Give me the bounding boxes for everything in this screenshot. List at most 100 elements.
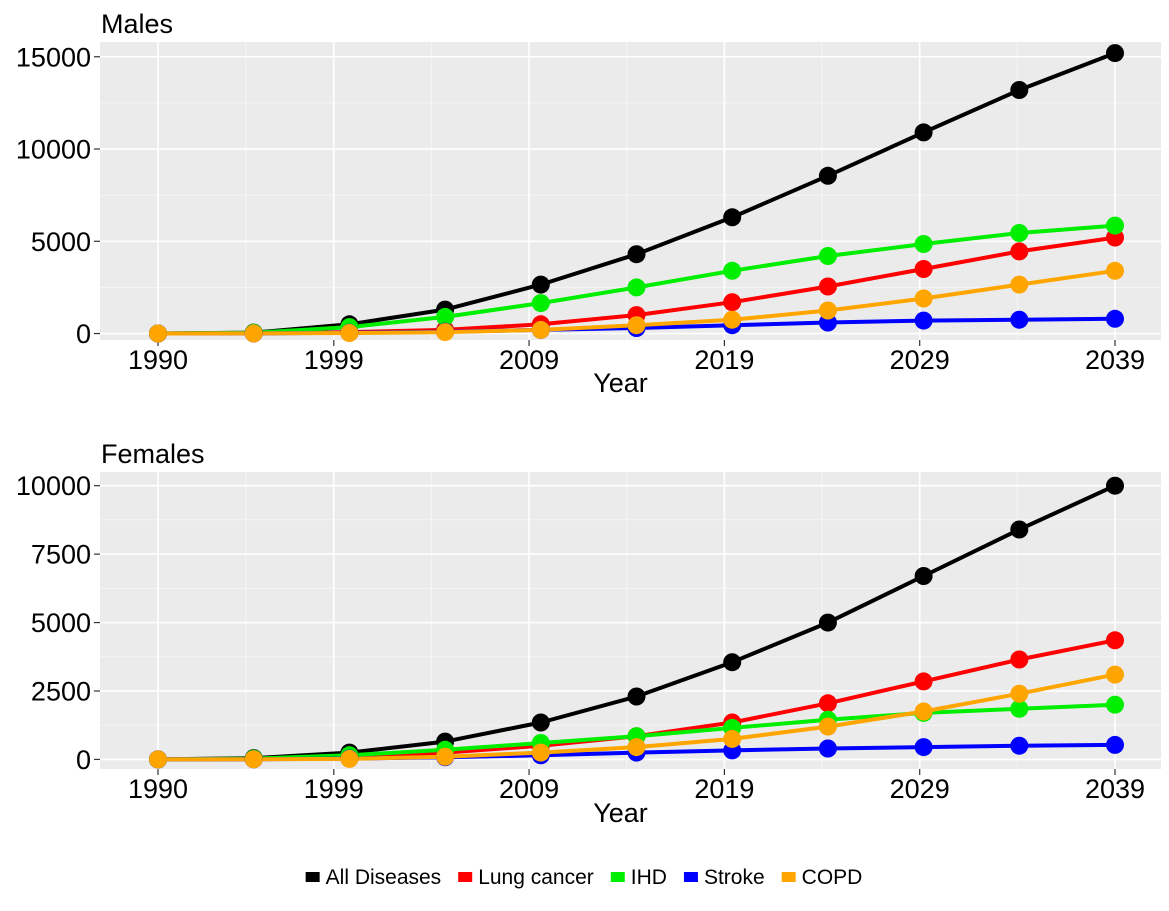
data-point-copd <box>1106 665 1124 684</box>
data-point-ihd <box>627 278 646 297</box>
legend-key-all-diseases <box>305 872 320 882</box>
data-point-all-diseases <box>914 123 933 142</box>
x-tick-label: 1999 <box>304 345 364 375</box>
data-point-copd <box>1010 684 1029 703</box>
legend-item-copd: COPD <box>781 866 863 889</box>
data-point-copd <box>914 702 933 721</box>
data-point-stroke <box>1106 309 1124 328</box>
legend-label: All Diseases <box>326 866 442 889</box>
legend-label: COPD <box>802 866 863 889</box>
y-tick-label: 0 <box>76 319 91 349</box>
panel-title: Males <box>101 9 173 39</box>
data-point-copd <box>818 301 837 320</box>
data-point-all-diseases <box>531 713 550 732</box>
plot-background <box>100 42 1161 340</box>
data-point-stroke <box>914 738 933 757</box>
data-point-all-diseases <box>627 245 646 264</box>
x-tick-label: 1990 <box>128 774 188 804</box>
data-point-all-diseases <box>1106 476 1124 495</box>
plot-background <box>100 472 1161 769</box>
data-point-stroke <box>1010 310 1029 329</box>
data-point-copd <box>436 747 455 766</box>
data-point-stroke <box>914 311 933 330</box>
data-point-copd <box>340 749 359 768</box>
data-point-all-diseases <box>914 567 933 585</box>
data-point-all-diseases <box>1010 520 1029 539</box>
data-point-copd <box>818 717 837 736</box>
chart-legend: All Diseases Lung cancer IHD Stroke COPD <box>305 866 863 889</box>
y-tick-label: 0 <box>76 745 91 775</box>
data-point-copd <box>340 324 359 342</box>
legend-key-lung-cancer <box>458 872 473 882</box>
data-point-copd <box>436 323 455 342</box>
data-point-lung-cancer <box>818 694 837 713</box>
x-tick-label: 2009 <box>499 345 559 375</box>
legend-key-ihd <box>610 872 625 882</box>
legend-key-copd <box>781 872 796 882</box>
data-point-lung-cancer <box>1010 650 1029 669</box>
data-point-stroke <box>818 739 837 758</box>
data-point-ihd <box>818 247 837 265</box>
x-axis-title: Year <box>593 798 648 828</box>
data-point-ihd <box>531 294 550 313</box>
legend-item-lung-cancer: Lung cancer <box>458 866 594 889</box>
data-point-ihd <box>1010 699 1029 718</box>
y-tick-label: 15000 <box>16 42 91 72</box>
data-point-ihd <box>914 235 933 253</box>
data-point-all-diseases <box>723 208 742 227</box>
data-point-copd <box>149 750 167 769</box>
data-point-lung-cancer <box>914 672 933 691</box>
legend-item-stroke: Stroke <box>683 866 765 889</box>
data-point-all-diseases <box>723 653 742 672</box>
panel-title: Females <box>101 439 205 469</box>
legend-item-ihd: IHD <box>610 866 667 889</box>
chart-panel-males: 0 5000 10000 15000 1990 1999 2009 2019 2029 2039 M… <box>16 9 1161 398</box>
x-tick-label: 2039 <box>1085 774 1145 804</box>
x-tick-label: 2029 <box>890 774 950 804</box>
data-point-copd <box>914 289 933 308</box>
y-tick-label: 2500 <box>31 676 91 706</box>
legend-item-all-diseases: All Diseases <box>305 866 442 889</box>
data-point-stroke <box>1106 735 1124 754</box>
data-point-copd <box>149 324 167 343</box>
x-axis-title: Year <box>593 368 648 398</box>
chart-panel-females: 0 2500 5000 7500 10000 1990 1999 2009 2019 2029 20… <box>16 439 1161 828</box>
y-tick-label: 10000 <box>16 135 91 165</box>
legend-label: IHD <box>631 866 667 889</box>
data-point-copd <box>723 310 742 329</box>
x-tick-label: 1999 <box>304 774 364 804</box>
x-tick-label: 2029 <box>890 345 950 375</box>
data-point-ihd <box>1010 224 1029 242</box>
y-tick-label: 10000 <box>16 471 91 501</box>
data-point-stroke <box>1010 736 1029 755</box>
x-tick-label: 2039 <box>1085 345 1145 375</box>
y-tick-label: 5000 <box>31 227 91 257</box>
y-tick-label: 7500 <box>31 540 91 570</box>
data-point-ihd <box>1106 695 1124 714</box>
data-point-copd <box>531 320 550 339</box>
data-point-copd <box>244 750 263 769</box>
data-point-all-diseases <box>818 613 837 632</box>
data-point-copd <box>244 324 263 343</box>
data-point-ihd <box>1106 216 1124 235</box>
data-point-lung-cancer <box>1010 242 1029 261</box>
data-point-lung-cancer <box>818 277 837 296</box>
legend-label: Lung cancer <box>478 866 594 889</box>
data-point-lung-cancer <box>914 260 933 278</box>
x-tick-label: 1990 <box>128 345 188 375</box>
data-point-copd <box>531 743 550 762</box>
legend-key-stroke <box>683 872 698 882</box>
data-point-all-diseases <box>1010 81 1029 99</box>
data-point-all-diseases <box>531 275 550 294</box>
data-point-ihd <box>723 261 742 280</box>
x-tick-label: 2019 <box>694 345 754 375</box>
x-tick-label: 2009 <box>499 774 559 804</box>
data-point-ihd <box>436 307 455 326</box>
data-point-copd <box>627 738 646 757</box>
data-point-lung-cancer <box>1106 631 1124 650</box>
data-point-all-diseases <box>1106 44 1124 63</box>
x-tick-label: 2019 <box>694 774 754 804</box>
data-point-copd <box>1106 261 1124 280</box>
